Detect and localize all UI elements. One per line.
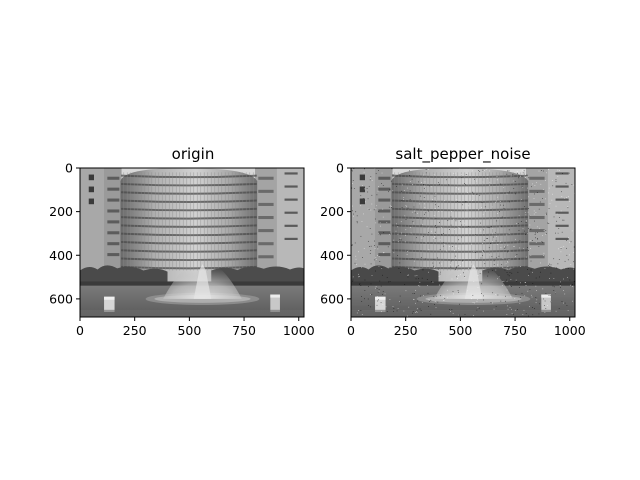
- axes-title: salt_pepper_noise: [395, 145, 530, 164]
- x-tick-label: 0: [76, 323, 84, 338]
- x-tick-label: 500: [448, 323, 472, 338]
- y-tick-label: 0: [65, 161, 73, 176]
- x-tick-label: 250: [394, 323, 418, 338]
- y-tick-label: 0: [336, 161, 344, 176]
- axes-frame: [79, 167, 305, 318]
- x-ticks: 0 250 500 750 1000: [76, 317, 315, 338]
- x-ticks: 0 250 500 750 1000: [347, 317, 586, 338]
- image-salt-pepper-noise: [351, 168, 575, 317]
- x-tick-label: 1000: [554, 323, 586, 338]
- x-tick-label: 1000: [283, 323, 315, 338]
- axes-origin: origin 0 250 500 750 1000 0 200 400 600: [49, 145, 315, 338]
- y-ticks: 0 200 400 600: [49, 161, 80, 306]
- y-tick-label: 600: [49, 291, 73, 306]
- y-tick-label: 400: [320, 248, 344, 263]
- y-tick-label: 200: [320, 204, 344, 219]
- axes-frame: [350, 167, 576, 318]
- axes-salt-pepper-noise: salt_pepper_noise 0 250 500 750 1000 0 200 400…: [320, 145, 586, 338]
- image-origin: [80, 168, 304, 317]
- noise-dots: [351, 168, 575, 317]
- x-tick-label: 750: [503, 323, 527, 338]
- y-tick-label: 400: [49, 248, 73, 263]
- y-tick-label: 200: [49, 204, 73, 219]
- x-tick-label: 250: [123, 323, 147, 338]
- axes-title: origin: [172, 145, 215, 163]
- y-ticks: 0 200 400 600: [320, 161, 351, 306]
- x-tick-label: 500: [177, 323, 201, 338]
- x-tick-label: 0: [347, 323, 355, 338]
- x-tick-label: 750: [232, 323, 256, 338]
- y-tick-label: 600: [320, 291, 344, 306]
